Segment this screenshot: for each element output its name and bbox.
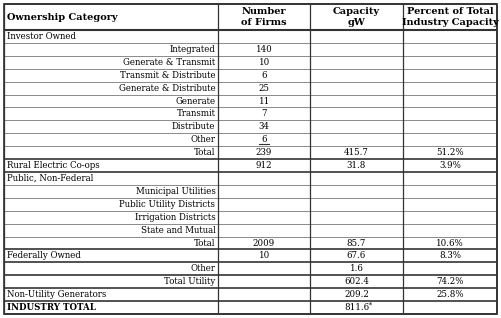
Text: Generate & Transmit: Generate & Transmit xyxy=(123,58,215,67)
Text: Transmit & Distribute: Transmit & Distribute xyxy=(120,71,215,80)
Text: Municipal Utilities: Municipal Utilities xyxy=(136,187,215,196)
Text: Irrigation Districts: Irrigation Districts xyxy=(135,213,215,222)
Text: 31.8: 31.8 xyxy=(347,161,366,170)
Text: 6: 6 xyxy=(262,71,267,80)
Text: 25.8%: 25.8% xyxy=(436,290,464,299)
Text: Investor Owned: Investor Owned xyxy=(7,32,76,41)
Text: 11: 11 xyxy=(259,96,270,106)
Text: 140: 140 xyxy=(256,45,273,54)
Text: Percent of Total
Industry Capacity: Percent of Total Industry Capacity xyxy=(402,7,498,27)
Text: Public Utility Districts: Public Utility Districts xyxy=(119,200,215,209)
Text: 209.2: 209.2 xyxy=(344,290,369,299)
Text: Distribute: Distribute xyxy=(172,122,215,131)
Text: 7: 7 xyxy=(262,109,267,118)
Text: Capacity
gW: Capacity gW xyxy=(333,7,380,27)
Text: 51.2%: 51.2% xyxy=(436,148,464,157)
Text: Other: Other xyxy=(190,135,215,144)
Text: 8.3%: 8.3% xyxy=(439,252,461,260)
Text: Total: Total xyxy=(194,238,215,247)
Text: 6: 6 xyxy=(262,135,267,144)
Text: 10: 10 xyxy=(259,252,270,260)
Text: INDUSTRY TOTAL: INDUSTRY TOTAL xyxy=(7,303,96,312)
Text: Total: Total xyxy=(194,148,215,157)
Text: 415.7: 415.7 xyxy=(344,148,369,157)
Text: 74.2%: 74.2% xyxy=(436,277,464,286)
Text: 239: 239 xyxy=(256,148,272,157)
Text: Rural Electric Co-ops: Rural Electric Co-ops xyxy=(7,161,100,170)
Text: Number
of Firms: Number of Firms xyxy=(241,7,287,27)
Text: Total Utility: Total Utility xyxy=(164,277,215,286)
Text: 67.6: 67.6 xyxy=(347,252,366,260)
Text: 25: 25 xyxy=(259,84,270,93)
Text: 912: 912 xyxy=(256,161,273,170)
Text: 2009: 2009 xyxy=(253,238,275,247)
Text: 602.4: 602.4 xyxy=(344,277,369,286)
Text: Federally Owned: Federally Owned xyxy=(7,252,81,260)
Text: Generate & Distribute: Generate & Distribute xyxy=(119,84,215,93)
Text: 811.6: 811.6 xyxy=(344,303,369,312)
Text: Public, Non-Federal: Public, Non-Federal xyxy=(7,174,93,183)
Text: 85.7: 85.7 xyxy=(347,238,366,247)
Text: Generate: Generate xyxy=(175,96,215,106)
Text: Non-Utility Generators: Non-Utility Generators xyxy=(7,290,106,299)
Text: Integrated: Integrated xyxy=(169,45,215,54)
Text: 10: 10 xyxy=(259,58,270,67)
Text: Ownership Category: Ownership Category xyxy=(7,12,118,22)
Text: 34: 34 xyxy=(259,122,270,131)
Text: 1.6: 1.6 xyxy=(350,264,363,273)
Text: State and Mutual: State and Mutual xyxy=(141,225,215,235)
Text: *: * xyxy=(369,301,372,309)
Text: 3.9%: 3.9% xyxy=(439,161,461,170)
Text: Transmit: Transmit xyxy=(176,109,215,118)
Text: Other: Other xyxy=(190,264,215,273)
Text: 10.6%: 10.6% xyxy=(436,238,464,247)
